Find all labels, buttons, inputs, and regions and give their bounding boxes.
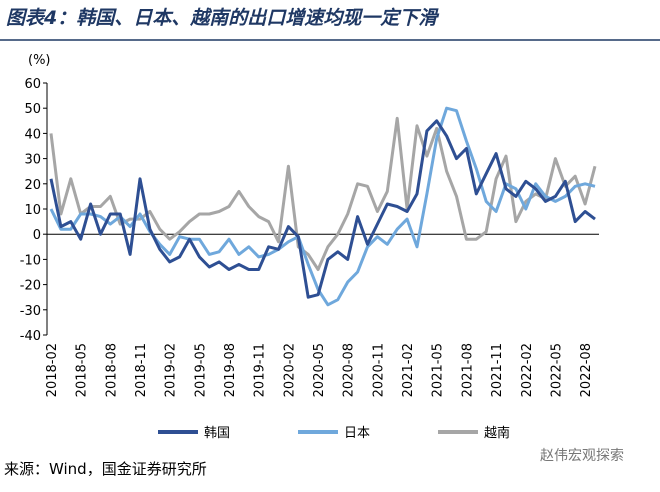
x-tick-label: 2020-05 xyxy=(312,343,327,397)
x-tick-label: 2020-11 xyxy=(371,343,386,397)
y-tick-label: 20 xyxy=(24,178,41,193)
x-tick-label: 2020-08 xyxy=(342,343,357,397)
x-tick-label: 2020-02 xyxy=(282,343,297,397)
x-tick-label: 2022-08 xyxy=(579,343,594,397)
source: 来源：Wind，国金证券研究所 xyxy=(4,460,207,478)
y-tick-label: 10 xyxy=(24,203,41,218)
x-tick-label: 2019-02 xyxy=(164,343,179,397)
legend-label: 越南 xyxy=(484,425,510,441)
x-tick-label: 2018-05 xyxy=(75,343,90,397)
legend-label: 韩国 xyxy=(204,426,230,441)
y-tick-label: -40 xyxy=(20,329,41,344)
watermark: 赵伟宏观探索 xyxy=(540,447,624,464)
y-tick-label: -20 xyxy=(20,279,41,294)
x-tick-label: 2021-11 xyxy=(490,343,505,397)
y-tick-label: 40 xyxy=(24,127,41,142)
x-tick-label: 2021-05 xyxy=(431,343,446,397)
x-tick-label: 2019-05 xyxy=(193,343,208,397)
chart-title: 图表4：韩国、日本、越南的出口增速均现一定下滑 xyxy=(6,7,440,29)
x-tick-label: 2022-02 xyxy=(520,343,535,397)
series-line xyxy=(49,119,596,299)
x-tick-label: 2019-11 xyxy=(253,343,268,397)
x-tick-label: 2019-08 xyxy=(223,343,238,397)
legend-label: 日本 xyxy=(344,426,370,441)
y-axis-label: (%) xyxy=(28,53,51,68)
y-tick-label: -10 xyxy=(20,253,41,268)
x-tick-label: 2022-05 xyxy=(549,343,564,397)
y-tick-label: 30 xyxy=(24,153,41,168)
x-tick-label: 2021-02 xyxy=(401,343,416,397)
y-tick-label: 50 xyxy=(24,102,41,117)
x-tick-label: 2018-02 xyxy=(45,343,60,397)
y-tick-label: -30 xyxy=(20,304,41,319)
y-tick-label: 0 xyxy=(33,228,41,243)
x-tick-label: 2021-08 xyxy=(460,343,475,397)
x-tick-label: 2018-11 xyxy=(134,343,149,397)
y-tick-label: 60 xyxy=(24,77,41,92)
x-tick-label: 2018-08 xyxy=(104,343,119,397)
